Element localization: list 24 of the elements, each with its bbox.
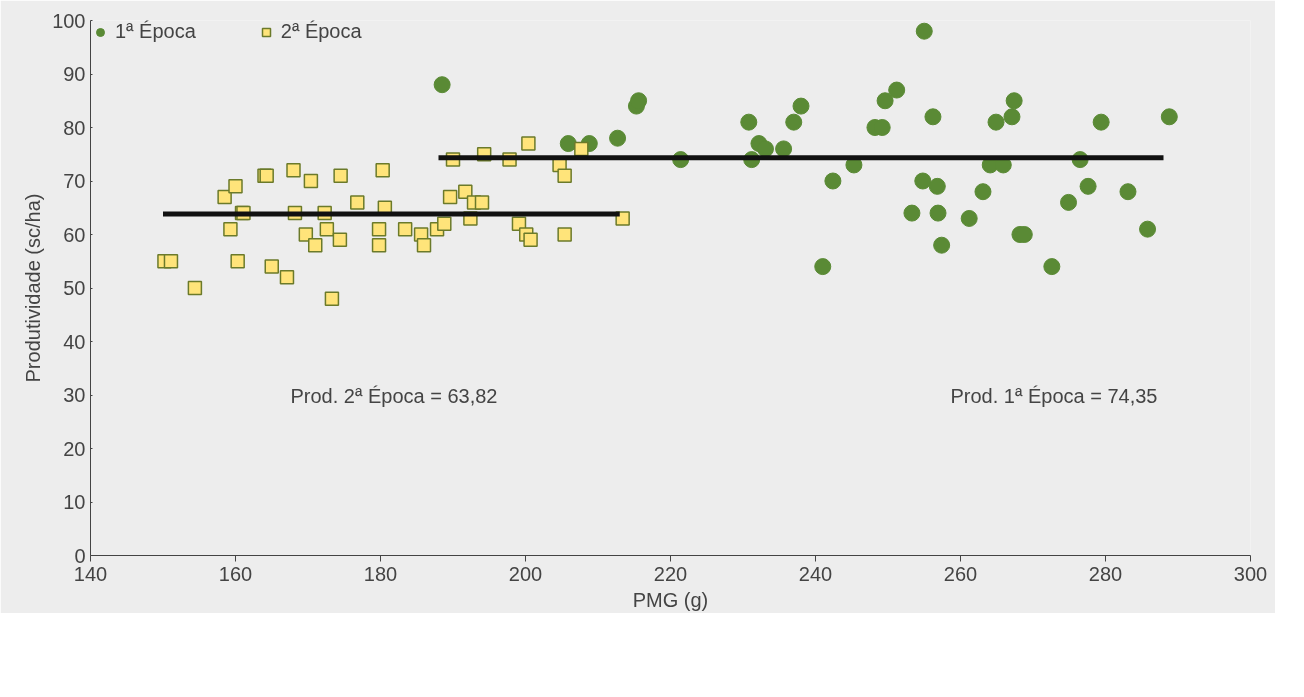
x-tick-label: 260: [943, 562, 978, 585]
legend-label: 1ª Época: [115, 20, 196, 43]
x-axis-title: PMG (g): [632, 588, 709, 611]
y-tick-label: 70: [63, 170, 86, 192]
x-tick-label: 240: [798, 562, 833, 585]
y-tick-label: 20: [63, 437, 86, 460]
y-tick-label: 60: [63, 223, 86, 246]
annotation: Prod. 1ª Época = 74,35: [950, 384, 1158, 407]
y-axis-title: Produtividade (sc/ha): [22, 193, 45, 383]
legend-label: 2ª Época: [280, 20, 362, 43]
annotation: Prod. 2ª Época = 63,82: [290, 384, 498, 407]
x-tick-label: 200: [508, 562, 543, 585]
x-tick-label: 220: [653, 562, 688, 585]
x-tick-label: 300: [1233, 562, 1268, 585]
y-tick-label: 100: [52, 9, 86, 32]
x-tick-label: 280: [1088, 562, 1123, 585]
y-tick-label: 30: [63, 384, 86, 406]
y-tick-label: 80: [63, 116, 86, 139]
y-tick-label: 40: [63, 330, 86, 353]
y-tick-label: 50: [63, 277, 86, 299]
x-tick-label: 180: [363, 562, 398, 585]
x-tick-label: 160: [218, 562, 253, 585]
y-tick-label: 90: [63, 63, 86, 85]
y-tick-label: 10: [63, 491, 86, 513]
